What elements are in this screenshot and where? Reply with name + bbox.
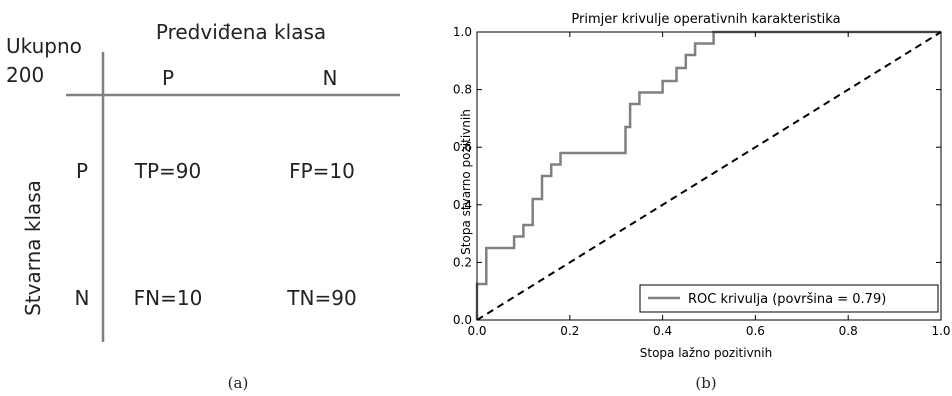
col-label-n: N	[323, 66, 338, 90]
confusion-matrix-panel: Ukupno 200 Predviđena klasa P N Stvarna …	[6, 20, 400, 392]
cell-fp: FP=10	[289, 159, 355, 183]
x-tick-label: 0.2	[560, 324, 579, 338]
row-label-n: N	[75, 286, 90, 310]
cell-tn: TN=90	[286, 286, 356, 310]
actual-class-header: Stvarna klasa	[21, 180, 45, 316]
y-tick-label: 1.0	[453, 25, 472, 39]
x-axis-label: Stopa lažno pozitivnih	[640, 346, 772, 360]
chart-title: Primjer krivulje operativnih karakterist…	[571, 12, 840, 27]
y-axis-label: Stopa stvarno pozitivnih	[459, 109, 473, 255]
plot-area: 0.0 0.2 0.4 0.6 0.8 1.0 0.0 0.2 0.4 0.6 0.8 1.0	[453, 25, 951, 338]
legend-box	[639, 284, 939, 313]
total-label: Ukupno	[6, 34, 82, 58]
x-tick-label: 0.4	[653, 324, 672, 338]
col-label-p: P	[162, 66, 174, 90]
x-tick-label: 0.8	[839, 324, 858, 338]
caption-b: (b)	[695, 374, 716, 392]
cell-fn: FN=10	[134, 286, 203, 310]
roc-curve-line	[475, 30, 941, 320]
y-tick-label: 0.6	[453, 140, 472, 154]
caption-a: (a)	[228, 374, 249, 392]
x-tick-label: 1.0	[931, 324, 950, 338]
predicted-class-header: Predviđena klasa	[156, 20, 326, 44]
roc-chart-panel: Primjer krivulje operativnih karakterist…	[453, 12, 951, 392]
legend: ROC krivulja (površina = 0.79)	[639, 284, 939, 313]
cell-tp: TP=90	[134, 159, 201, 183]
y-tick-label: 0.4	[453, 198, 472, 212]
y-tick-label: 0.0	[453, 313, 472, 327]
total-value: 200	[6, 63, 44, 87]
legend-entry-roc: ROC krivulja (površina = 0.79)	[688, 292, 886, 307]
y-tick-label: 0.8	[453, 83, 472, 97]
x-tick-label: 0.6	[746, 324, 765, 338]
x-tick-label: 0.0	[467, 324, 486, 338]
y-tick-label: 0.2	[453, 255, 472, 269]
axes-frame	[476, 31, 942, 321]
row-label-p: P	[76, 159, 88, 183]
